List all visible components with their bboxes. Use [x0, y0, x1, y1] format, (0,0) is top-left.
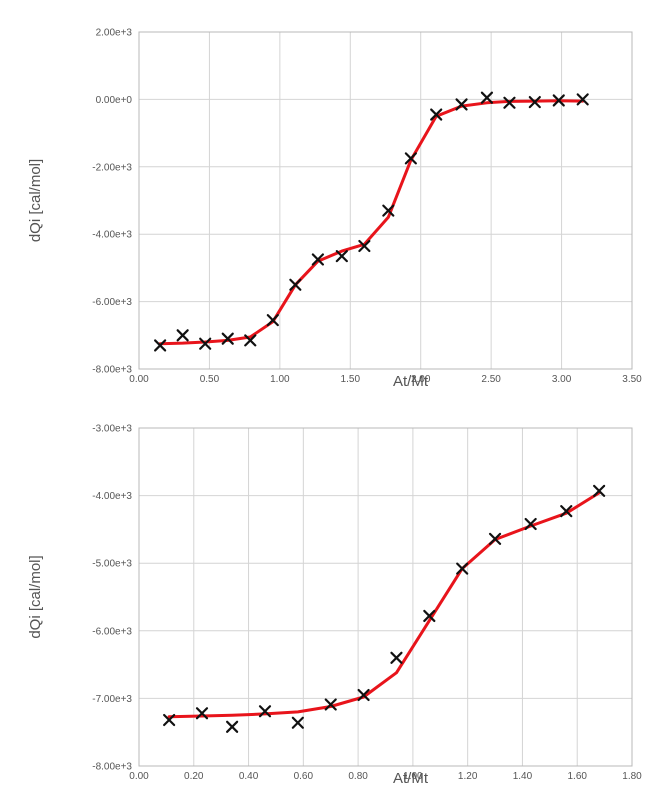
fit-curve [167, 491, 601, 719]
x-tick-label: 1.80 [622, 771, 642, 782]
x-tick-label: 0.00 [129, 374, 149, 385]
data-point-marker [456, 562, 469, 575]
x-tick-label: 3.00 [552, 374, 572, 385]
data-point-marker [311, 253, 324, 266]
data-point-marker [289, 278, 302, 291]
data-point-marker [423, 609, 436, 623]
data-point-marker [226, 720, 239, 733]
data-point-marker [552, 94, 565, 107]
y-tick-label: 0.00e+0 [96, 95, 133, 106]
data-point-marker [335, 250, 348, 263]
y-tick-label: -3.00e+3 [92, 424, 132, 435]
data-point-marker [455, 98, 468, 111]
plot-area [138, 427, 633, 767]
x-tick-label: 1.60 [567, 771, 587, 782]
data-point-marker [357, 688, 370, 702]
data-point-marker [258, 705, 272, 718]
y-axis-title: dQi [cal/mol] [27, 555, 44, 638]
y-tick-label: -2.00e+3 [92, 162, 132, 173]
x-tick-label: 0.60 [294, 771, 314, 782]
data-point-marker [324, 698, 337, 711]
y-tick-label: -6.00e+3 [92, 297, 132, 308]
data-point-marker [266, 314, 279, 327]
data-point-marker [163, 713, 176, 727]
x-tick-label: 0.00 [129, 771, 149, 782]
x-tick-label: 0.80 [348, 771, 368, 782]
y-tick-label: 2.00e+3 [96, 28, 133, 39]
chart-top: 2.00e+3 0.00e+0 -2.00e+3 -4.00e+3 -6.00e+3 -8… [27, 28, 642, 391]
y-tick-label: -8.00e+3 [92, 365, 132, 376]
data-point-marker [404, 152, 417, 165]
data-point-marker [524, 517, 537, 531]
x-tick-label: 0.50 [200, 374, 220, 385]
y-axis-title: dQi [cal/mol] [27, 159, 44, 242]
data-point-marker [195, 707, 209, 720]
y-tick-label: -4.00e+3 [92, 491, 132, 502]
x-tick-label: 0.40 [239, 771, 259, 782]
x-axis-title: At/Mt [393, 770, 429, 787]
data-point-marker [291, 716, 304, 729]
y-tick-label: -7.00e+3 [92, 694, 132, 705]
x-tick-label: 2.00 [411, 374, 431, 385]
data-point-marker [593, 484, 606, 497]
data-point-marker [503, 96, 516, 109]
plot-area [138, 31, 633, 370]
data-point-marker [430, 108, 443, 121]
fit-curve [158, 99, 585, 346]
y-tick-label: -5.00e+3 [92, 559, 132, 570]
y-tick-label: -6.00e+3 [92, 626, 132, 637]
x-tick-label: 1.00 [270, 374, 290, 385]
x-tick-label: 2.50 [481, 374, 501, 385]
x-tick-label: 1.00 [403, 771, 423, 782]
y-tick-label: -8.00e+3 [92, 762, 132, 773]
data-point-marker [488, 532, 502, 545]
x-tick-label: 3.50 [622, 374, 642, 385]
data-point-marker [382, 204, 395, 217]
data-point-marker [358, 239, 371, 253]
gridlines [138, 31, 633, 370]
data-point-marker [560, 505, 573, 518]
data-point-marker [390, 651, 403, 664]
data-point-marker [576, 93, 589, 106]
data-point-marker [154, 339, 167, 352]
data-point-marker [176, 329, 189, 342]
x-tick-label: 1.50 [341, 374, 361, 385]
x-axis-title: At/Mt [393, 373, 429, 390]
data-point-marker [221, 332, 234, 345]
x-tick-label: 0.20 [184, 771, 204, 782]
data-point-marker [199, 337, 212, 350]
x-tick-label: 1.20 [458, 771, 478, 782]
data-point-marker [480, 91, 494, 104]
data-point-marker [244, 334, 257, 347]
data-point-marker [528, 95, 541, 109]
chart-bottom: -3.00e+3 -4.00e+3 -5.00e+3 -6.00e+3 -7.00e+3… [27, 424, 642, 788]
x-tick-label: 1.40 [513, 771, 533, 782]
y-tick-label: -4.00e+3 [92, 230, 132, 241]
